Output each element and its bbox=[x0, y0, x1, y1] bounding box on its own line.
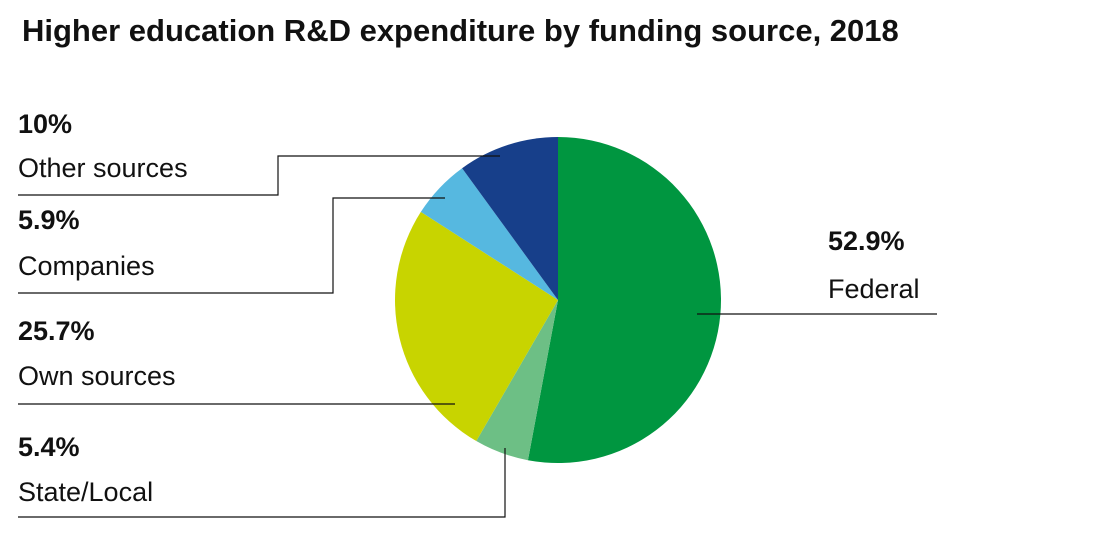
value-label: 5.4% bbox=[18, 432, 80, 462]
leader-line bbox=[18, 155, 500, 196]
category-label: Other sources bbox=[18, 153, 188, 183]
category-label: Companies bbox=[18, 251, 155, 281]
category-label: Own sources bbox=[18, 361, 176, 391]
leader-lines bbox=[18, 155, 937, 518]
category-label: Federal bbox=[828, 274, 920, 304]
pie bbox=[395, 137, 721, 464]
pie-slice bbox=[476, 300, 558, 461]
pie-slice bbox=[462, 137, 558, 300]
chart-title: Higher education R&D expenditure by fund… bbox=[22, 13, 899, 48]
category-label: State/Local bbox=[18, 477, 153, 507]
leader-line bbox=[18, 448, 506, 518]
value-label: 10% bbox=[18, 109, 72, 139]
value-label: 25.7% bbox=[18, 316, 95, 346]
value-label: 52.9% bbox=[828, 226, 905, 256]
pie-slice bbox=[527, 137, 721, 464]
pie-slice bbox=[420, 168, 558, 300]
pie-slice bbox=[395, 211, 558, 442]
value-label: 5.9% bbox=[18, 205, 80, 235]
leader-line bbox=[18, 197, 445, 294]
